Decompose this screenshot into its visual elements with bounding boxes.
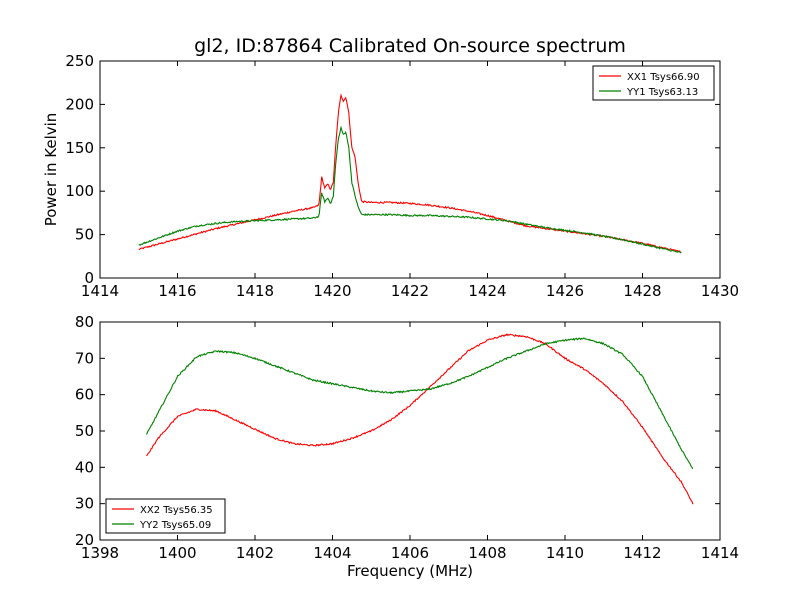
y-tick-label: 70: [75, 349, 94, 367]
x-tick-label: 1404: [313, 544, 351, 562]
x-tick-label: 1418: [236, 282, 274, 300]
legend-entry-label: XX1 Tsys66.90: [627, 72, 700, 83]
x-tick-label: 1400: [158, 544, 196, 562]
x-tick-label: 1428: [623, 282, 661, 300]
legend-box: [592, 65, 715, 101]
x-tick-label: 1406: [391, 544, 429, 562]
legend-entry-label: YY1 Tsys63.13: [626, 87, 698, 98]
x-tick-label: 1426: [546, 282, 584, 300]
y-tick-label: 50: [75, 226, 94, 244]
y-tick-label: 30: [75, 495, 94, 513]
x-tick-label: 1422: [391, 282, 429, 300]
y-tick-label: 50: [75, 422, 94, 440]
y-tick-label: 150: [65, 139, 94, 157]
x-tick-label: 1414: [701, 544, 739, 562]
bottom-panel: 1398 1400 1402 1404 1406 1408 1410 1412 1414 20 30…: [75, 313, 739, 580]
x-tick-label: 1416: [158, 282, 196, 300]
y-tick-label: 0: [84, 269, 94, 287]
legend-box: [105, 498, 226, 534]
y-tick-label: 80: [75, 313, 94, 331]
y-tick-label: 100: [65, 182, 94, 200]
series-line-2: [138, 125, 682, 254]
y-tick-label: 60: [75, 386, 94, 404]
y-tick-label: 40: [75, 458, 94, 476]
series-line-1: [138, 93, 682, 254]
y-axis-label: Power in Kelvin: [42, 113, 60, 227]
y-tick-label: 20: [75, 531, 94, 549]
y-tick-label: 200: [65, 95, 94, 113]
x-axis-label: Frequency (MHz): [347, 562, 473, 580]
x-tick-label: 1402: [236, 544, 274, 562]
series-line-2: [145, 337, 694, 470]
x-tick-label: 1408: [468, 544, 506, 562]
x-tick-label: 1398: [81, 544, 119, 562]
legend: XX1 Tsys66.90 YY1 Tsys63.13: [592, 65, 715, 101]
legend: XX2 Tsys56.35 YY2 Tsys65.09: [105, 498, 226, 534]
series-line-1: [146, 333, 694, 505]
x-tick-label: 1430: [701, 282, 739, 300]
x-tick-label: 1410: [546, 544, 584, 562]
x-tick-label: 1424: [468, 282, 506, 300]
legend-entry-label: YY2 Tsys65.09: [139, 520, 211, 531]
top-panel: 1414 1416 1418 1420 1422 1424 1426 1428 1430 0 50 1…: [42, 52, 739, 300]
y-tick-label: 250: [65, 52, 94, 70]
legend-entry-label: XX2 Tsys56.35: [140, 505, 213, 516]
x-tick-label: 1412: [623, 544, 661, 562]
chart-title: gl2, ID:87864 Calibrated On-source spect…: [194, 35, 626, 57]
x-tick-label: 1414: [81, 282, 119, 300]
x-tick-label: 1420: [313, 282, 351, 300]
